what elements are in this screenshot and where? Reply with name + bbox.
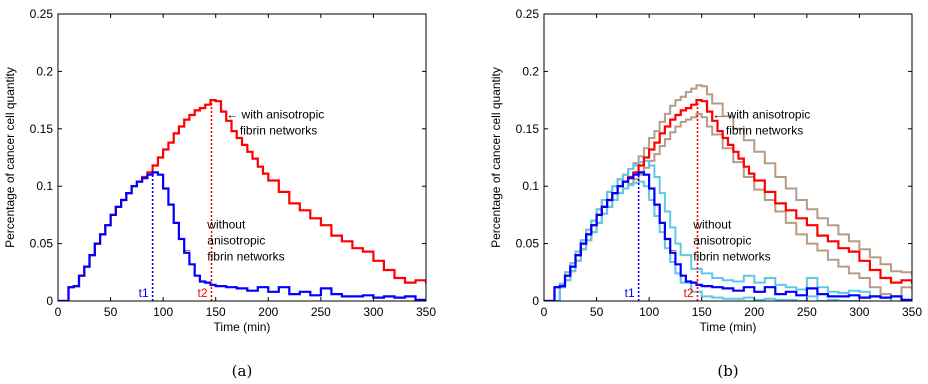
axes-box bbox=[543, 13, 913, 302]
annotation-with-line2: fibrin networks bbox=[240, 123, 317, 137]
x-axis-label: Time (min) bbox=[700, 320, 757, 334]
x-tick-label: 50 bbox=[590, 305, 604, 319]
annotation-without-line2: anisotropic bbox=[693, 234, 751, 248]
x-tick-label: 350 bbox=[416, 305, 436, 319]
x-tick-label: 200 bbox=[744, 305, 764, 319]
y-tick-label: 0.05 bbox=[30, 237, 54, 251]
x-tick-label: 0 bbox=[55, 305, 62, 319]
x-axis-label: Time (min) bbox=[214, 320, 271, 334]
annotation-with-line1: ← with anisotropic bbox=[226, 107, 324, 121]
x-tick-label: 0 bbox=[541, 305, 548, 319]
y-tick-label: 0.2 bbox=[36, 64, 53, 78]
series-without bbox=[544, 171, 912, 301]
x-tick-label: 50 bbox=[104, 305, 118, 319]
y-tick-label: 0.15 bbox=[516, 122, 540, 136]
series-without-upper bbox=[544, 159, 892, 301]
axes-box bbox=[57, 13, 427, 302]
x-tick-label: 150 bbox=[692, 305, 712, 319]
x-tick-label: 350 bbox=[902, 305, 922, 319]
y-tick-label: 0.15 bbox=[30, 122, 54, 136]
y-tick-label: 0.05 bbox=[516, 237, 540, 251]
annotation-without-line1: without bbox=[692, 218, 732, 232]
y-tick-label: 0.1 bbox=[522, 179, 539, 193]
y-tick-label: 0.25 bbox=[30, 7, 54, 21]
annotation-with-line2: fibrin networks bbox=[726, 123, 803, 137]
marker-label-t2: t2 bbox=[683, 286, 693, 300]
y-tick-label: 0 bbox=[46, 294, 53, 308]
panel-a: t1 t2 0 50 100 150 200 250 300 350 0 0.05 0.1 0.15 0.2… bbox=[3, 7, 436, 380]
marker-label-t2: t2 bbox=[197, 286, 207, 300]
annotation-with-line1: ← with anisotropic bbox=[712, 107, 810, 121]
annotation-without-line3: fibrin networks bbox=[207, 250, 284, 264]
annotation-without-line1: without bbox=[206, 218, 246, 232]
x-tick-label: 250 bbox=[797, 305, 817, 319]
annotation-without-line3: fibrin networks bbox=[693, 250, 770, 264]
series-without bbox=[58, 171, 426, 301]
x-tick-label: 300 bbox=[849, 305, 869, 319]
x-tick-label: 200 bbox=[258, 305, 278, 319]
y-axis-label: Percentage of cancer cell quantity bbox=[3, 67, 17, 248]
y-tick-label: 0 bbox=[532, 294, 539, 308]
x-tick-label: 150 bbox=[206, 305, 226, 319]
x-tick-label: 250 bbox=[311, 305, 331, 319]
y-tick-label: 0.1 bbox=[36, 179, 53, 193]
y-tick-label: 0.2 bbox=[522, 64, 539, 78]
x-tick-label: 300 bbox=[363, 305, 383, 319]
marker-label-t1: t1 bbox=[139, 286, 149, 300]
x-tick-label: 100 bbox=[153, 305, 173, 319]
marker-label-t1: t1 bbox=[625, 286, 635, 300]
y-axis-label: Percentage of cancer cell quantity bbox=[489, 67, 503, 248]
annotation-without-line2: anisotropic bbox=[207, 234, 265, 248]
x-tick-label: 100 bbox=[639, 305, 659, 319]
panel-caption: (b) bbox=[717, 362, 738, 380]
y-tick-label: 0.25 bbox=[516, 7, 540, 21]
panel-caption: (a) bbox=[232, 362, 253, 380]
annotation-without-arrow: ← bbox=[181, 242, 193, 256]
panel-b: t1 t2 0 50 100 150 200 250 300 350 0 0.05 0.1 0.15 0.2… bbox=[489, 7, 922, 380]
annotation-without-arrow: ← bbox=[667, 242, 679, 256]
